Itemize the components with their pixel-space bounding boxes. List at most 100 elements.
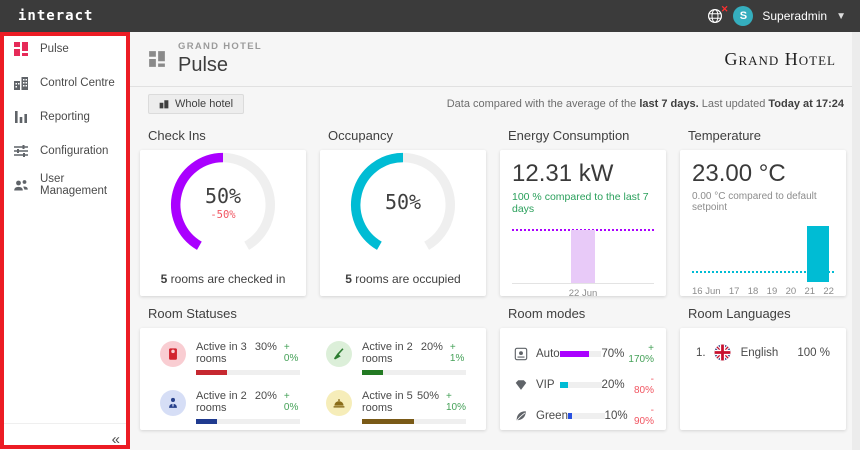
status-label: Active in 2 rooms — [362, 341, 413, 365]
check-ins-percent: 50% — [204, 183, 242, 208]
control-centre-icon — [13, 75, 29, 91]
mode-percent: 10% — [604, 410, 628, 422]
mode-label: VIP — [536, 379, 555, 391]
make-up-room-icon — [332, 347, 346, 361]
mode-vip: VIP 20% - 80% — [514, 372, 654, 398]
status-butler: Active in 2 rooms 20% + 0% — [160, 390, 300, 424]
status-room-service: Active in 5 rooms 50% + 10% — [326, 390, 466, 424]
status-bar — [196, 419, 300, 424]
status-delta: + 1% — [449, 342, 465, 364]
comparison-caption: Data compared with the average of the la… — [446, 98, 844, 110]
energy-bar — [571, 230, 595, 284]
language-row: 1. — [696, 344, 830, 361]
status-percent: 50% — [416, 390, 439, 402]
room-statuses-card: Active in 3 rooms 30% + 0% — [140, 328, 486, 430]
room-languages-widget: Room Languages 1. — [680, 306, 846, 430]
energy-chart — [512, 224, 654, 284]
page-title: Pulse — [178, 54, 229, 76]
language-percent: 100 % — [797, 346, 830, 359]
sidebar-item-label: Control Centre — [40, 77, 115, 89]
status-bar — [196, 370, 300, 375]
butler-icon — [166, 396, 180, 410]
card-title: Room Statuses — [148, 306, 237, 321]
occupancy-gauge — [351, 152, 455, 250]
check-ins-widget: Check Ins 50% -50% 5 rooms are checked i… — [140, 128, 306, 296]
configuration-icon — [13, 143, 29, 159]
user-management-icon — [13, 177, 29, 193]
status-delta: + 0% — [283, 391, 299, 413]
check-ins-card: 50% -50% 5 rooms are checked in — [140, 150, 306, 296]
energy-value: 12.31 kW — [512, 160, 614, 187]
sidebar-item-pulse[interactable]: Pulse — [0, 32, 130, 66]
status-delta: + 10% — [445, 391, 466, 413]
temperature-x-labels: 16 Jun 17 18 19 20 21 22 — [692, 286, 834, 297]
card-title: Room Languages — [688, 306, 791, 321]
disconnected-badge-icon: ✕ — [720, 4, 729, 14]
status-percent: 20% — [420, 341, 443, 353]
room-service-icon — [332, 396, 346, 410]
status-dnd: Active in 3 rooms 30% + 0% — [160, 341, 300, 375]
status-label: Active in 5 rooms — [362, 390, 413, 414]
occupancy-widget: Occupancy 50% 5 rooms are occupied — [320, 128, 486, 296]
mode-delta: - 90% — [633, 405, 654, 427]
dnd-icon — [166, 347, 180, 361]
green-mode-icon — [514, 409, 528, 423]
status-make-up-room: Active in 2 rooms 20% + 1% — [326, 341, 466, 375]
sidebar-item-label: Configuration — [40, 145, 109, 157]
pulse-icon — [13, 41, 29, 57]
energy-card: 12.31 kW 100 % compared to the last 7 da… — [500, 150, 666, 299]
avatar[interactable]: S — [733, 6, 754, 26]
temperature-value: 23.00 °C — [692, 160, 786, 187]
status-label: Active in 2 rooms — [196, 390, 247, 414]
collapse-sidebar-button[interactable]: « — [111, 431, 120, 448]
username[interactable]: Superadmin — [762, 9, 828, 23]
uk-flag-icon — [714, 344, 731, 361]
header-divider — [130, 86, 860, 87]
status-bar — [362, 370, 466, 375]
globe-icon — [706, 7, 724, 25]
building-icon — [159, 99, 169, 109]
mode-label: Green — [536, 410, 568, 422]
mode-delta: + 170% — [628, 343, 654, 365]
mode-bar — [560, 351, 602, 357]
sidebar: Pulse Control Centre Reporting — [0, 32, 130, 450]
status-delta: + 0% — [283, 342, 299, 364]
occupancy-percent: 50% — [384, 190, 422, 214]
mode-bar — [567, 413, 605, 419]
scrollbar[interactable] — [852, 32, 860, 450]
language-label: English — [740, 346, 779, 359]
chevron-down-icon[interactable]: ▼ — [836, 10, 846, 22]
card-title: Check Ins — [148, 128, 206, 143]
mode-label: Auto — [536, 348, 560, 360]
status-percent: 30% — [254, 341, 277, 353]
energy-x-label: 22 Jun — [568, 288, 598, 299]
language-rank: 1. — [696, 346, 706, 359]
sidebar-item-user-management[interactable]: User Management — [0, 168, 130, 202]
sidebar-divider — [0, 423, 130, 424]
room-statuses-widget: Room Statuses — [140, 306, 486, 430]
mode-green: Green 10% - 90% — [514, 403, 654, 429]
sidebar-item-configuration[interactable]: Configuration — [0, 134, 130, 168]
sidebar-item-label: Reporting — [40, 111, 90, 123]
scope-selector-button[interactable]: Whole hotel — [148, 94, 245, 114]
check-ins-delta: -50% — [210, 208, 236, 221]
status-bar — [362, 419, 466, 424]
mode-bar — [560, 382, 602, 388]
vip-icon — [514, 378, 528, 392]
sidebar-item-control-centre[interactable]: Control Centre — [0, 66, 130, 100]
sidebar-item-reporting[interactable]: Reporting — [0, 100, 130, 134]
room-modes-widget: Room modes Auto — [500, 306, 666, 430]
grand-hotel-logo: Grand Hotel — [724, 49, 836, 69]
hotel-name-label: GRAND HOTEL — [178, 41, 262, 52]
pulse-page-icon — [148, 50, 166, 68]
mode-auto: Auto 70% + 170% — [514, 341, 654, 367]
top-bar: interact ✕ S Superadmin ▼ — [0, 0, 860, 32]
energy-widget: Energy Consumption 12.31 kW 100 % compar… — [500, 128, 666, 299]
check-ins-caption: 5 rooms are checked in — [160, 272, 286, 286]
sidebar-item-label: Pulse — [40, 43, 69, 55]
language-globe-button[interactable]: ✕ — [706, 4, 728, 25]
temperature-bar — [807, 226, 829, 282]
energy-axis — [512, 283, 654, 284]
temperature-card: 23.00 °C 0.00 °C compared to default set… — [680, 150, 846, 297]
check-ins-gauge — [171, 152, 275, 250]
